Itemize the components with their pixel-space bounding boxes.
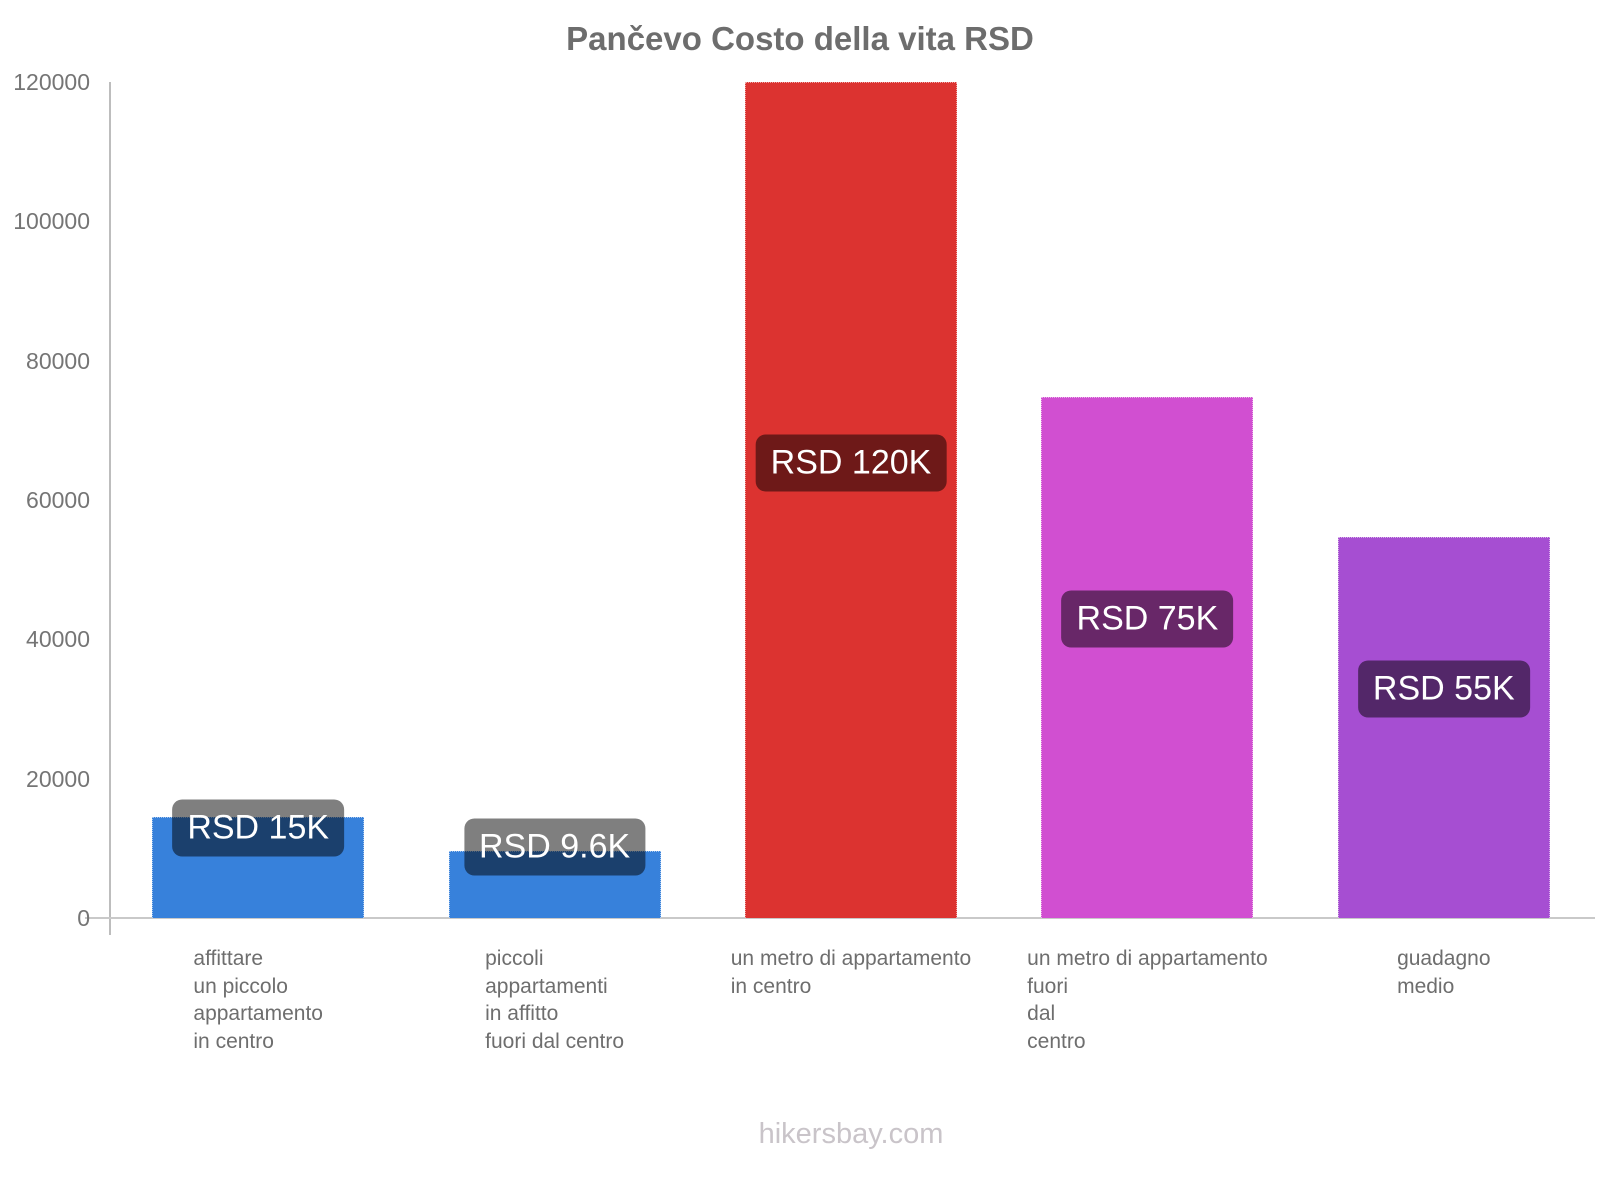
x-category-label-line: in affitto: [485, 1002, 559, 1025]
x-category-label-line: un metro di appartamento: [1027, 947, 1268, 970]
bar-value-badge-1: RSD 15K: [172, 799, 345, 857]
y-axis-line: [109, 82, 111, 935]
y-tick-label: 100000: [13, 208, 90, 235]
x-category-label-3: un metro di appartamento in centro: [731, 945, 971, 1000]
x-category-label-1: affittare un piccolo appartamento in centro: [193, 945, 323, 1055]
x-category-label-line: un metro di appartamento: [730, 947, 972, 970]
bar-value-badge-3: RSD 120K: [755, 434, 947, 492]
y-tick-label: 120000: [13, 69, 90, 95]
x-category-label-line: medio: [1397, 974, 1455, 998]
x-category-label-line: piccoli: [485, 947, 544, 970]
x-category-label-line: in centro: [730, 974, 812, 998]
bar-value-badge-4: RSD 75K: [1061, 590, 1234, 648]
x-category-label-line: fuori dal centro: [485, 1029, 625, 1053]
x-category-label-4: un metro di appartamento fuori dal centro: [1027, 945, 1267, 1055]
bar-5: [1337, 536, 1550, 918]
bar-4: [1041, 396, 1254, 918]
x-category-label-line: dal: [1027, 1002, 1056, 1025]
bar-3: [745, 82, 957, 918]
x-category-label-line: appartamenti: [485, 974, 608, 998]
y-tick-label: 80000: [26, 347, 90, 374]
x-category-label-line: in centro: [193, 1029, 274, 1053]
y-tick-label: 0: [77, 905, 90, 931]
x-category-label-line: appartamento: [193, 1002, 323, 1025]
y-tick-label: 20000: [26, 765, 90, 792]
x-category-label-line: fuori: [1027, 974, 1069, 998]
x-category-label-line: centro: [1027, 1029, 1086, 1053]
watermark-hikersbay: hikersbay.com: [758, 1118, 944, 1150]
chart-title: Pančevo Costo della vita RSD: [566, 20, 1034, 57]
x-category-label-line: guadagno: [1397, 947, 1491, 970]
x-category-label-5: guadagno medio: [1397, 945, 1490, 1000]
x-category-label-line: affittare: [193, 947, 264, 970]
x-category-label-2: piccoli appartamenti in affitto fuori dal c…: [485, 945, 624, 1055]
y-tick-label: 40000: [26, 626, 90, 653]
x-category-label-line: un piccolo: [193, 974, 288, 998]
x-axis-line: [85, 917, 1595, 919]
bar-value-badge-2: RSD 9.6K: [464, 818, 646, 876]
bar-value-badge-5: RSD 55K: [1357, 660, 1530, 718]
y-tick-label: 60000: [26, 487, 90, 513]
